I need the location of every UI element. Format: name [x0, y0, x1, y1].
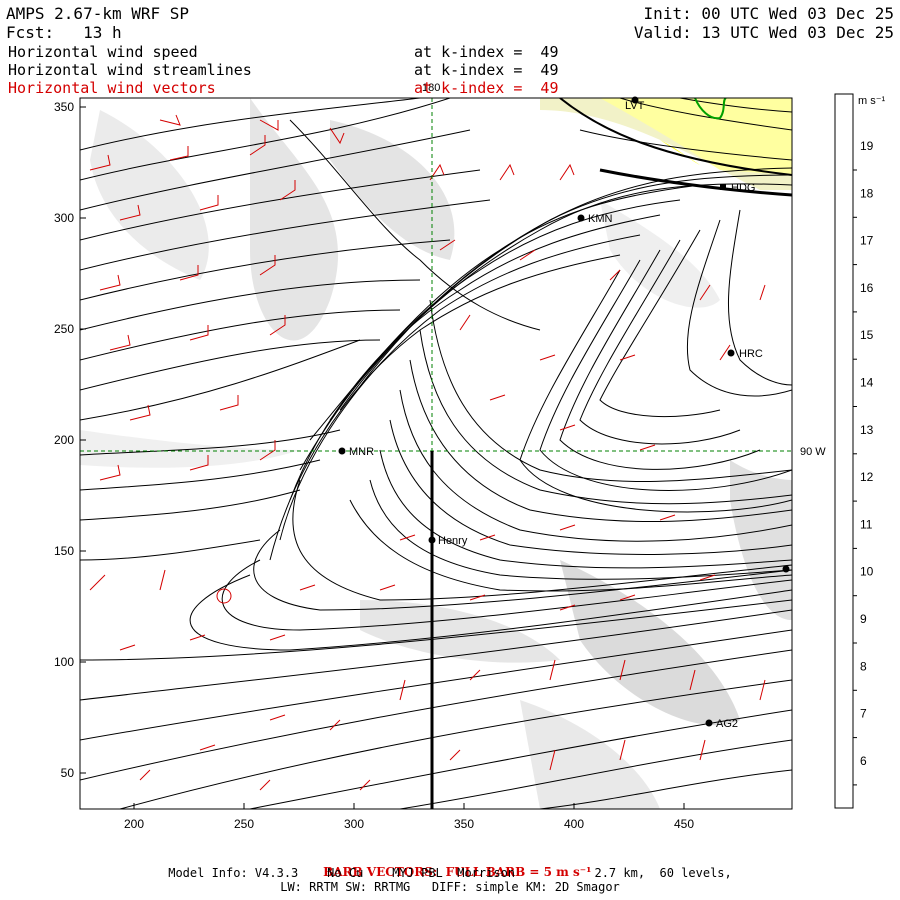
physics-info: LW: RRTM SW: RRTMG DIFF: simple KM: 2D S… — [280, 880, 620, 894]
x-tick-label: 450 — [674, 817, 694, 831]
y-tick-label: 50 — [61, 766, 75, 780]
y-tick-label: 250 — [54, 322, 74, 336]
colorbar-label: 10 — [860, 565, 874, 579]
colorbar-label: 11 — [860, 517, 873, 531]
station-marker — [782, 565, 790, 573]
x-tick-label: 300 — [344, 817, 364, 831]
lon-label: 90 W — [800, 446, 826, 458]
station-marker — [631, 96, 639, 104]
y-tick-label: 100 — [54, 655, 74, 669]
x-tick-label: 200 — [124, 817, 144, 831]
colorbar-unit: m s⁻¹ — [858, 95, 886, 107]
station-label: MNR — [349, 446, 374, 458]
barb-legend: BARB VECTORS: FULL BARB = 5 m s⁻¹ — [0, 851, 900, 879]
wind-barbs — [89, 114, 766, 791]
field-name-vectors: Horizontal wind vectors — [8, 79, 216, 97]
streamlines — [80, 98, 792, 809]
colorbar-label: 8 — [860, 659, 867, 673]
wind-speed-shading — [80, 98, 792, 809]
colorbar-label: 16 — [860, 281, 874, 295]
y-tick-label: 350 — [54, 100, 74, 114]
x-tick-label: 250 — [234, 817, 254, 831]
x-tick-label: 350 — [454, 817, 474, 831]
field-level-streamlines: at k-index = 49 — [414, 61, 559, 79]
x-tick-label: 400 — [564, 817, 584, 831]
station-label: Henry — [438, 535, 468, 547]
station-marker — [577, 214, 585, 222]
station-label: LVT — [625, 100, 645, 112]
x-tick-labels: 200 250 300 350 400 450 — [124, 817, 694, 831]
y-tick-label: 200 — [54, 433, 74, 447]
colorbar-label: 6 — [860, 754, 867, 768]
y-tick-label: 300 — [54, 211, 74, 225]
colorbar-label: 12 — [860, 470, 874, 484]
colorbar-label: 13 — [860, 423, 874, 437]
station-label: HDG — [731, 182, 755, 194]
y-tick-label: 150 — [54, 544, 74, 558]
valid-time: Valid: 13 UTC Wed 03 Dec 25 — [633, 23, 894, 42]
station-label: AG2 — [716, 718, 738, 730]
colorbar-label: 9 — [860, 612, 867, 626]
colorbar-label: 14 — [860, 376, 874, 390]
axis-ticks — [80, 106, 685, 809]
station-label: KMN — [588, 213, 613, 225]
barb-legend-text: BARB VECTORS: FULL BARB = 5 m s⁻¹ — [323, 865, 592, 879]
model-title: AMPS 2.67-km WRF SP — [6, 4, 190, 23]
station-marker — [705, 719, 713, 727]
meridian-label: 180 — [422, 82, 440, 94]
station-marker — [727, 349, 735, 357]
station-marker — [720, 184, 726, 190]
plot-frame — [79, 97, 793, 810]
field-name-speed: Horizontal wind speed — [8, 43, 198, 61]
init-time: Init: 00 UTC Wed 03 Dec 25 — [643, 4, 894, 23]
station-marker — [428, 536, 436, 544]
field-level-speed: at k-index = 49 — [414, 43, 559, 61]
stations: LVT HDG KMN HRC MNR Henry AG2 — [338, 96, 790, 730]
station-marker — [338, 447, 346, 455]
field-level-vectors: at k-index = 49 — [414, 79, 559, 97]
colorbar: 19 18 17 16 15 14 13 12 11 10 9 8 7 6 — [834, 93, 874, 809]
colorbar-label: 17 — [860, 234, 874, 248]
colorbar-label: 15 — [860, 328, 874, 342]
field-name-streamlines: Horizontal wind streamlines — [8, 61, 252, 79]
colorbar-label: 7 — [860, 707, 867, 721]
coastline — [694, 98, 727, 120]
y-tick-labels: 350 300 250 200 150 100 50 — [54, 100, 74, 780]
station-label: HRC — [739, 348, 763, 360]
forecast-hour: Fcst: 13 h — [6, 23, 122, 42]
colorbar-label: 18 — [860, 186, 874, 200]
model-info: Model Info: V4.3.3 No Cu MYJ PBL Morriso… — [168, 866, 732, 880]
colorbar-label: 19 — [860, 139, 874, 153]
colorbar-frame — [834, 93, 854, 809]
